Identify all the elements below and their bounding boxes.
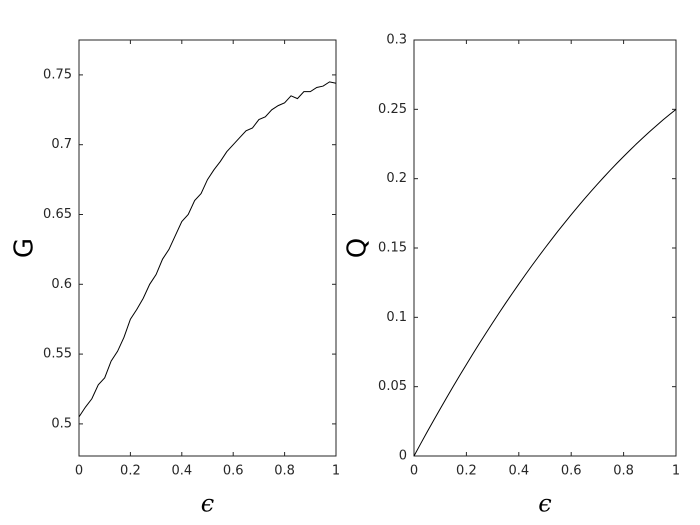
- x-tick-label: 0.2: [120, 464, 141, 479]
- x-tick-label: 0.6: [561, 464, 582, 479]
- x-axis-label: ϵ: [538, 490, 551, 518]
- x-tick-label: 0.6: [223, 464, 244, 479]
- y-tick-label: 0.65: [43, 207, 72, 222]
- y-axis-label: G: [10, 238, 40, 258]
- x-tick-label: 0.2: [456, 464, 477, 479]
- y-tick-label: 0.3: [386, 33, 407, 48]
- x-tick-label: 0.8: [274, 464, 295, 479]
- y-tick-label: 0.25: [378, 102, 407, 117]
- y-tick-label: 0.7: [51, 137, 72, 152]
- y-tick-label: 0.55: [43, 347, 72, 362]
- y-tick-label: 0.15: [378, 241, 407, 256]
- x-tick-label: 0: [410, 464, 418, 479]
- x-axis-label: ϵ: [201, 490, 214, 518]
- y-tick-label: 0.05: [378, 379, 407, 394]
- y-tick-label: 0.2: [386, 171, 407, 186]
- y-tick-label: 0.5: [51, 416, 72, 431]
- x-tick-label: 0: [75, 464, 83, 479]
- y-tick-label: 0: [399, 449, 407, 464]
- data-line: [78, 81, 337, 418]
- x-tick-label: 0.8: [613, 464, 634, 479]
- x-tick-label: 1: [672, 464, 680, 479]
- y-axis-label: Q: [343, 238, 373, 258]
- y-tick-label: 0.75: [43, 67, 72, 82]
- x-tick-label: 1: [332, 464, 340, 479]
- axes-box: [78, 39, 337, 457]
- data-line: [413, 108, 677, 457]
- x-tick-label: 0.4: [508, 464, 529, 479]
- y-tick-label: 0.6: [51, 277, 72, 292]
- y-tick-label: 0.1: [386, 310, 407, 325]
- x-tick-label: 0.4: [171, 464, 192, 479]
